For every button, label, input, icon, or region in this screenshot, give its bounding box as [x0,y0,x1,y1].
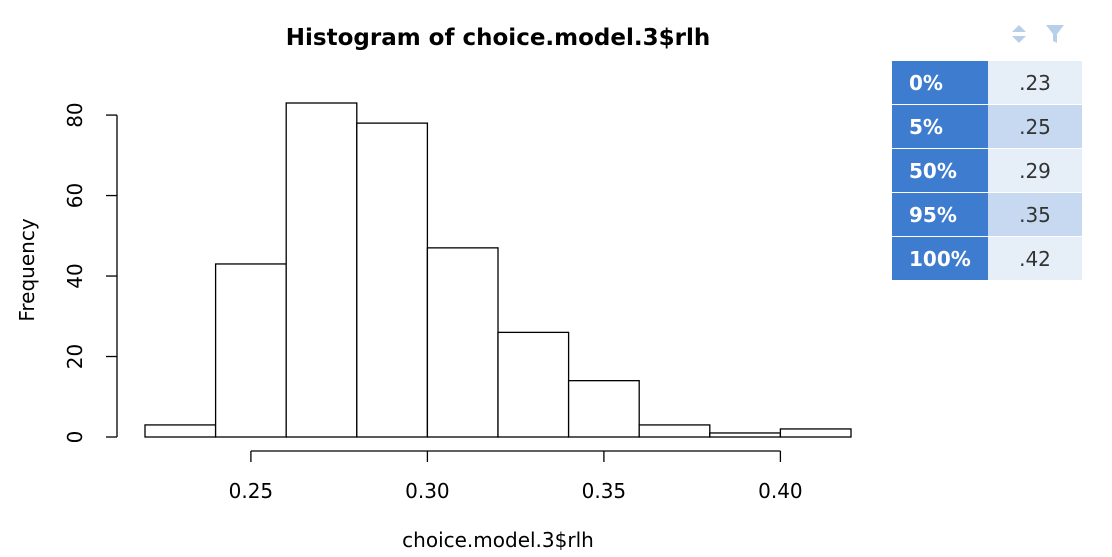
x-axis-label: choice.model.3$rlh [402,528,594,552]
histogram-bar [144,424,217,438]
quantile-value: .35 [988,192,1082,237]
quantile-label: 5% [892,104,988,149]
histogram-bar [638,424,711,438]
y-axis: 0 20 40 60 80 [63,102,118,444]
histogram-bar [356,122,429,438]
quantile-label: 50% [892,148,988,193]
sort-icon[interactable] [1008,22,1030,46]
quantile-label: 100% [892,236,988,281]
histogram-bar [285,102,358,438]
quantile-label: 0% [892,61,988,105]
histogram-bar [497,331,570,438]
x-tick-label: 0.30 [405,479,450,503]
quantile-value: .23 [988,61,1082,105]
histogram-bar [779,428,852,438]
quantile-value: .29 [988,148,1082,193]
x-axis: 0.25 0.30 0.35 0.40 [229,450,803,503]
histogram-chart: Histogram of choice.model.3$rlh 0.25 0.30… [15,25,852,552]
chart-title: Histogram of choice.model.3$rlh [286,25,710,51]
quantile-value: .42 [988,236,1082,281]
table-row: 100% .42 [892,236,1082,281]
quantile-label: 95% [892,192,988,237]
x-tick-label: 0.40 [758,479,803,503]
y-axis-label: Frequency [15,218,39,321]
filter-icon[interactable] [1044,22,1066,46]
histogram-bar [567,380,640,438]
histogram-bars [144,102,852,438]
quantile-table: 0% .23 5% .25 50% .29 95% .35 100% .42 [892,61,1082,281]
histogram-bar [709,432,782,438]
quantile-panel: 0% .23 5% .25 50% .29 95% .35 100% .42 [892,0,1082,281]
y-tick-label: 0 [63,431,87,444]
y-tick-label: 60 [63,183,87,208]
y-tick-label: 80 [63,102,87,127]
histogram-bar [426,247,499,438]
table-row: 0% .23 [892,61,1082,105]
y-tick-label: 20 [63,344,87,369]
table-row: 95% .35 [892,192,1082,237]
quantile-value: .25 [988,104,1082,149]
x-tick-label: 0.35 [582,479,627,503]
table-row: 5% .25 [892,104,1082,149]
table-row: 50% .29 [892,148,1082,193]
table-toolbar [892,0,1082,61]
x-tick-label: 0.25 [229,479,274,503]
y-tick-label: 40 [63,263,87,288]
histogram-bar [214,263,287,438]
